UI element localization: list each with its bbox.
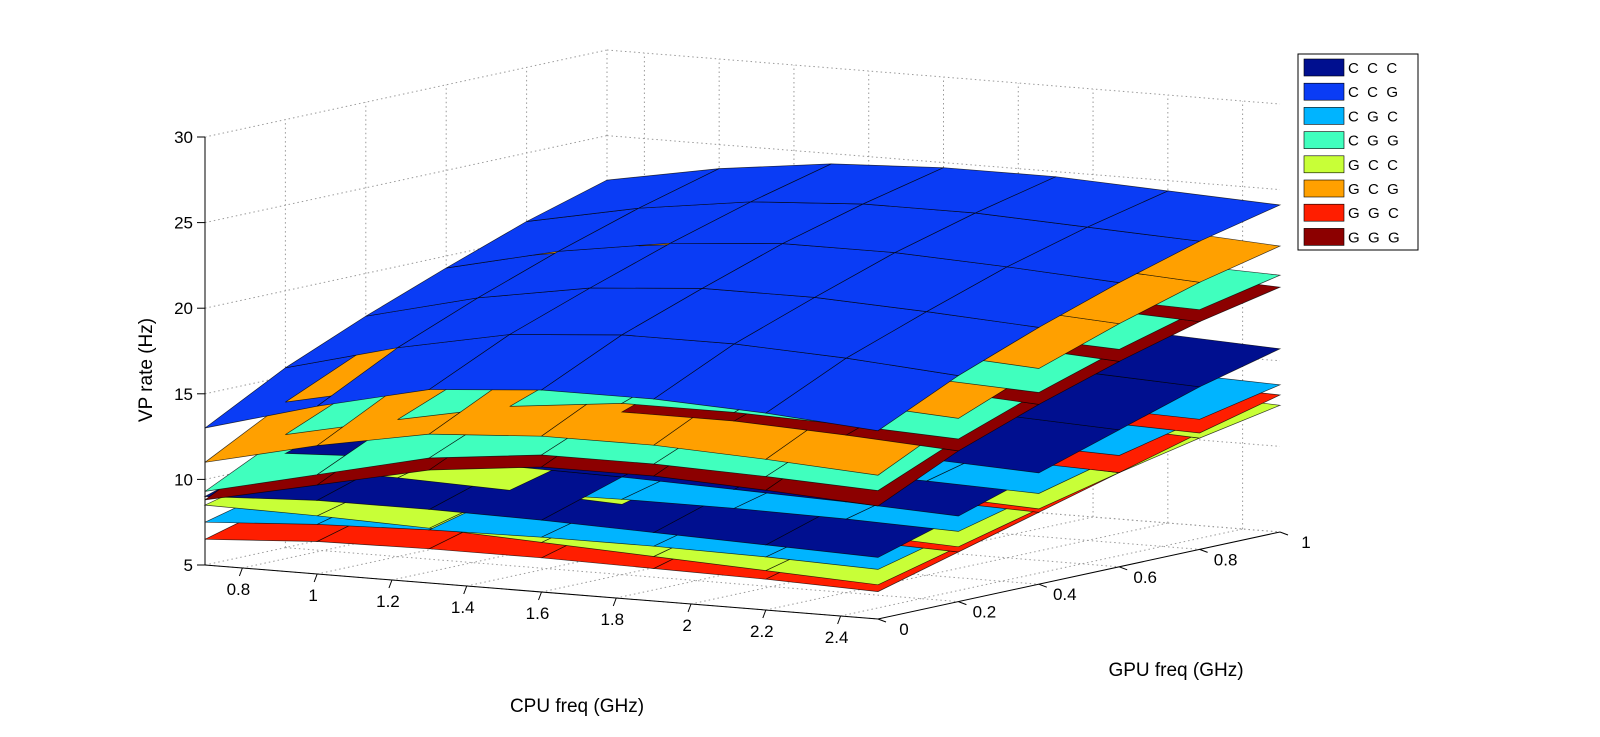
x-tick-mark <box>313 573 318 583</box>
x-tick-mark <box>538 591 542 601</box>
floor-grid-line <box>840 528 1243 617</box>
legend-label: C C C <box>1348 60 1397 77</box>
floor-grid-line <box>285 547 959 603</box>
legend-swatch <box>1303 228 1345 246</box>
x-tick-label: 1.6 <box>526 604 550 623</box>
x-tick-mark <box>762 609 767 619</box>
legend-label: G C C <box>1348 157 1398 174</box>
x-tick-mark <box>687 603 692 613</box>
z-tick-label: 5 <box>184 556 193 575</box>
x-tick-label: 1 <box>308 586 317 605</box>
legend-swatch <box>1303 82 1345 101</box>
tick-labels: 5 10 15 20 25 30 0.8 1 1.2 1.4 1.6 1.8 2 2.2 2.4 0 0.2 0.… <box>174 128 1311 647</box>
z-axis-title: VP rate (Hz) <box>136 318 157 422</box>
legend-label: C G G <box>1348 133 1399 150</box>
legend-swatch <box>1303 58 1345 77</box>
y-axis-title: GPU freq (GHz) <box>1108 660 1243 681</box>
y-tick-mark <box>877 618 887 623</box>
legend-label: G G C <box>1348 205 1399 222</box>
y-tick-label: 0.2 <box>973 603 997 622</box>
back-wall-grid-line <box>606 49 1281 105</box>
axis-line <box>877 531 1281 620</box>
z-tick-label: 15 <box>174 385 193 404</box>
side-wall-grid-line <box>204 49 608 138</box>
legend-swatch <box>1303 203 1345 222</box>
x-tick-label: 1.8 <box>600 610 624 629</box>
z-tick-label: 25 <box>174 214 193 233</box>
x-tick-mark <box>837 615 842 625</box>
x-tick-label: 1.4 <box>451 598 475 617</box>
legend-swatch <box>1303 131 1345 149</box>
y-tick-mark <box>1279 531 1289 536</box>
legend-label: C C G <box>1348 84 1398 101</box>
y-tick-mark <box>958 601 967 606</box>
x-tick-mark <box>388 579 393 589</box>
legend: C C C C C G C G C C G G G C C G C G G G C G G G <box>1297 53 1419 251</box>
legend-label: G G G <box>1348 229 1400 246</box>
y-tick-label: 0 <box>899 620 908 639</box>
y-tick-mark <box>1199 548 1208 553</box>
z-tick-label: 30 <box>174 128 193 147</box>
x-tick-label: 2.4 <box>825 628 849 647</box>
y-tick-mark <box>1038 583 1047 588</box>
surface-plots <box>203 163 1282 592</box>
x-tick-mark <box>238 567 243 577</box>
x-tick-label: 2 <box>682 616 691 635</box>
legend-swatch <box>1303 155 1345 174</box>
floor-grid-line <box>690 516 1094 605</box>
y-tick-mark <box>1119 566 1128 571</box>
surface-patch <box>862 167 1056 214</box>
legend-swatch <box>1303 107 1345 125</box>
z-tick-label: 10 <box>174 470 193 489</box>
x-axis-title: CPU freq (GHz) <box>510 696 644 717</box>
y-tick-label: 0.8 <box>1214 550 1238 569</box>
y-tick-label: 0.6 <box>1133 568 1157 587</box>
legend-label: C G C <box>1348 108 1398 125</box>
x-tick-label: 2.2 <box>750 622 774 641</box>
legend-swatch <box>1303 179 1345 198</box>
floor-grid-line <box>765 522 1168 611</box>
y-tick-label: 1 <box>1301 533 1310 552</box>
y-tick-label: 0.4 <box>1053 585 1077 604</box>
legend-label: G C G <box>1348 181 1399 198</box>
z-tick-label: 20 <box>174 299 193 318</box>
x-tick-mark <box>612 597 617 607</box>
x-tick-label: 0.8 <box>227 580 251 599</box>
x-tick-label: 1.2 <box>376 592 400 611</box>
side-wall-grid-line <box>204 135 608 224</box>
x-tick-mark <box>463 585 468 595</box>
back-wall-grid-line <box>606 135 1281 191</box>
